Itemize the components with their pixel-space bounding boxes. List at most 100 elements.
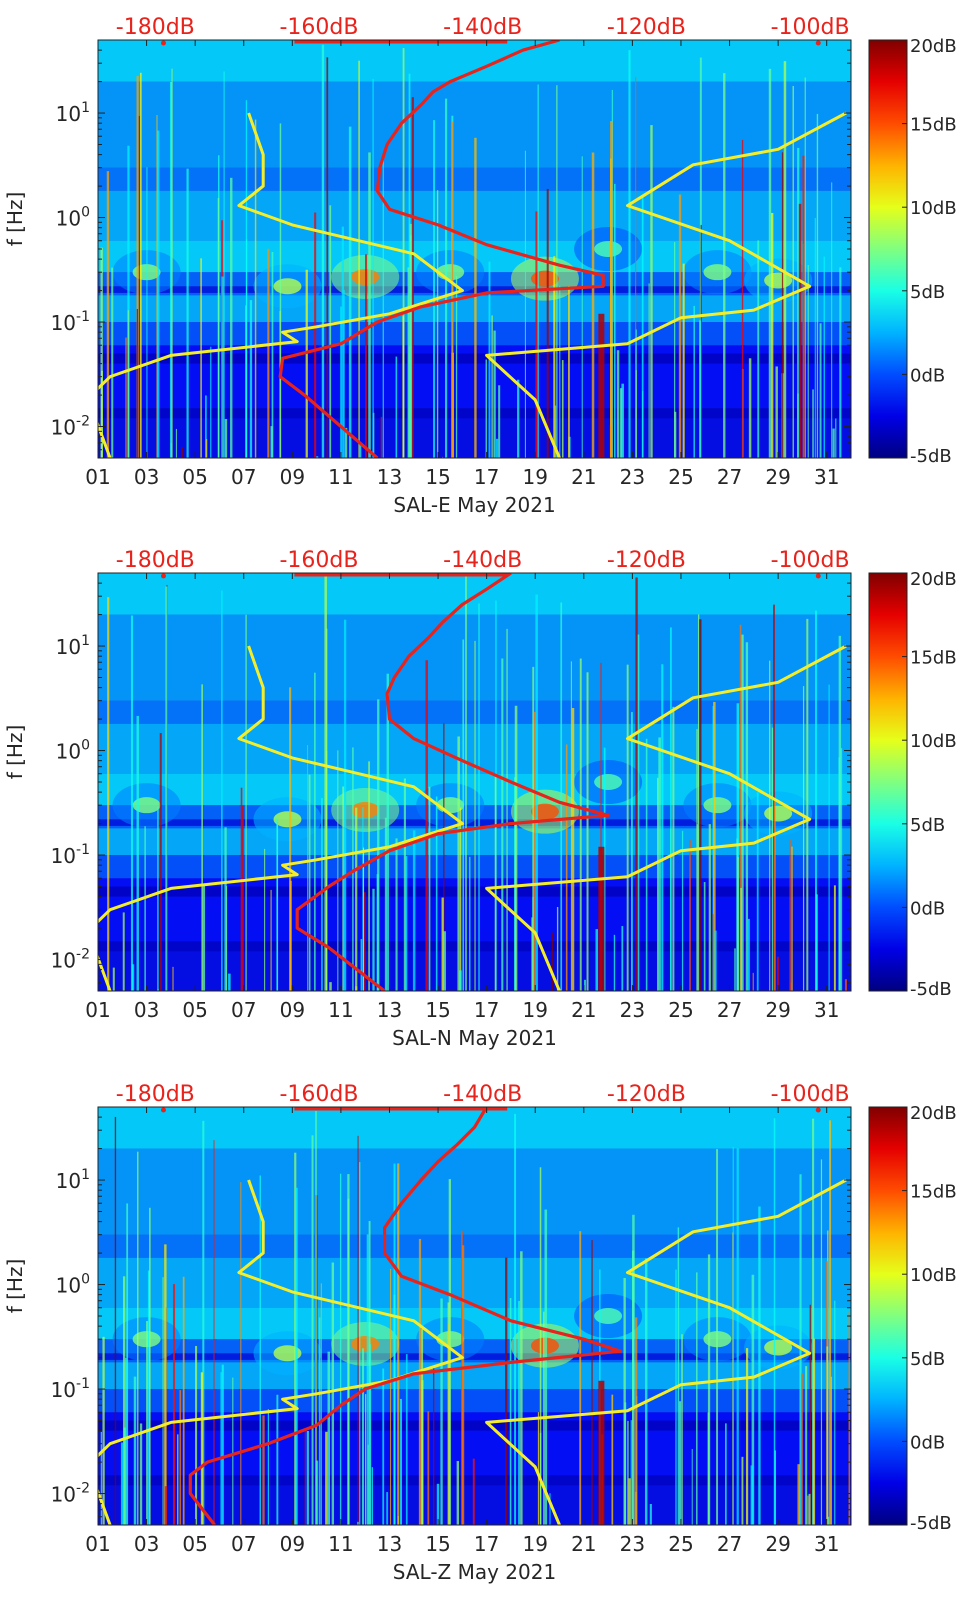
event-streak — [532, 667, 534, 991]
event-streak — [131, 616, 133, 991]
event-streak — [808, 265, 809, 458]
event-streak — [413, 830, 415, 991]
event-streak-strong — [598, 1381, 604, 1525]
top-edge-marker — [816, 574, 821, 579]
event-streak — [329, 982, 332, 991]
event-streak — [699, 320, 701, 458]
event-streak — [774, 1118, 776, 1525]
event-streak — [462, 1245, 464, 1525]
y-tick-label: 10-1 — [51, 309, 90, 335]
x-tick-label: 19 — [522, 1532, 547, 1556]
event-streak — [638, 634, 640, 991]
event-streak — [649, 283, 650, 458]
event-streak — [525, 151, 526, 458]
event-streak — [222, 1365, 224, 1525]
colorbar-label: 20dB — [910, 569, 957, 590]
event-streak — [328, 1352, 331, 1525]
x-tick-label: 09 — [280, 998, 305, 1022]
event-streak — [611, 1395, 613, 1525]
y-axis-label: f [Hz] — [3, 1259, 27, 1314]
top-axis-label: -160dB — [279, 548, 358, 573]
y-tick-label: 10-2 — [51, 414, 90, 440]
event-streak — [556, 85, 557, 458]
event-streak — [306, 270, 308, 458]
x-tick-label: 01 — [85, 1532, 110, 1556]
event-streak — [845, 979, 847, 991]
event-streak — [595, 929, 598, 991]
event-streak — [140, 1423, 142, 1525]
event-streak — [623, 1278, 625, 1525]
event-streak — [381, 417, 382, 458]
x-tick-label: 05 — [182, 1532, 207, 1556]
event-streak — [661, 664, 663, 991]
event-streak — [394, 1164, 396, 1525]
event-streak — [314, 213, 316, 458]
event-streak — [801, 1373, 803, 1525]
event-streak — [436, 796, 438, 991]
event-streak — [834, 1301, 835, 1525]
event-streak — [360, 446, 362, 458]
colorbar-label: 5dB — [910, 282, 945, 303]
event-streak — [580, 659, 582, 991]
event-streak — [137, 716, 139, 991]
event-streak — [107, 171, 109, 458]
event-streak — [646, 739, 648, 991]
event-streak — [553, 256, 555, 458]
event-streak — [559, 286, 560, 458]
x-tick-label: 01 — [85, 465, 110, 489]
event-streak — [324, 576, 327, 991]
x-axis-label: SAL-N May 2021 — [392, 1026, 557, 1050]
event-streak — [505, 1258, 507, 1525]
event-streak — [805, 1366, 807, 1525]
event-streak — [268, 1409, 269, 1525]
event-streak — [289, 687, 291, 991]
y-axis-label: f [Hz] — [3, 192, 27, 247]
x-tick-label: 07 — [231, 465, 256, 489]
event-streak — [228, 974, 231, 991]
colorbar-label: 0dB — [910, 898, 945, 919]
x-tick-label: 29 — [765, 465, 790, 489]
event-streak — [518, 1301, 520, 1525]
event-streak — [496, 439, 498, 458]
x-tick-label: 23 — [620, 998, 645, 1022]
event-streak — [203, 884, 205, 991]
event-streak — [657, 778, 659, 991]
colorbar — [869, 40, 907, 458]
event-streak — [457, 1461, 459, 1525]
x-tick-label: 11 — [328, 1532, 353, 1556]
event-streak — [176, 429, 177, 458]
x-tick-label: 13 — [377, 998, 402, 1022]
frequency-band — [98, 573, 851, 615]
x-tick-label: 21 — [571, 1532, 596, 1556]
event-streak — [769, 661, 770, 991]
event-streak — [201, 684, 203, 991]
event-streak — [456, 276, 457, 458]
event-streak — [538, 1412, 539, 1525]
colorbar-label: 10dB — [910, 1265, 957, 1286]
top-edge-marker — [161, 574, 166, 579]
event-streak — [115, 1117, 116, 1525]
event-streak — [775, 366, 777, 458]
event-streak — [452, 122, 453, 458]
event-streak — [307, 745, 308, 991]
event-streak — [696, 1272, 698, 1525]
event-streak — [146, 1321, 148, 1525]
event-streak — [826, 1346, 828, 1525]
top-axis-label: -140dB — [443, 548, 522, 573]
event-streak — [562, 360, 564, 458]
x-tick-label: 27 — [717, 465, 742, 489]
event-streak — [312, 1135, 314, 1525]
y-tick-label: 10-2 — [51, 947, 90, 973]
event-streak — [491, 315, 492, 458]
top-axis-label: -140dB — [443, 1082, 522, 1107]
event-streak — [102, 1337, 104, 1525]
y-tick-label: 100 — [56, 1272, 90, 1298]
colorbar-label: 15dB — [910, 648, 957, 669]
event-streak — [498, 385, 500, 458]
y-tick-label: 101 — [56, 1167, 90, 1193]
y-tick-label: 101 — [56, 633, 90, 659]
storm-blob-core — [273, 278, 301, 294]
event-streak — [359, 1162, 360, 1525]
event-streak — [344, 290, 345, 458]
event-streak — [506, 629, 507, 991]
